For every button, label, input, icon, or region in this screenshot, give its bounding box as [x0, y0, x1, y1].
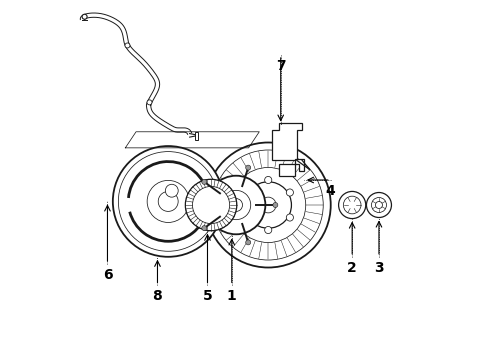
Circle shape	[245, 182, 292, 228]
Circle shape	[202, 226, 207, 231]
Circle shape	[221, 190, 251, 220]
Circle shape	[147, 100, 152, 105]
Text: 5: 5	[203, 289, 212, 303]
Circle shape	[230, 199, 243, 211]
Circle shape	[260, 197, 276, 213]
Text: 1: 1	[227, 289, 237, 303]
Text: 7: 7	[276, 59, 286, 73]
Circle shape	[165, 184, 178, 197]
Circle shape	[243, 214, 250, 221]
Text: 8: 8	[152, 289, 162, 303]
Circle shape	[273, 203, 278, 207]
Circle shape	[339, 192, 366, 219]
Circle shape	[207, 176, 266, 234]
Circle shape	[202, 179, 207, 184]
Circle shape	[367, 193, 392, 217]
Circle shape	[125, 43, 130, 48]
Circle shape	[113, 146, 223, 257]
Circle shape	[193, 186, 230, 224]
Circle shape	[245, 240, 251, 245]
Circle shape	[286, 214, 294, 221]
Text: 4: 4	[326, 184, 336, 198]
Text: 3: 3	[374, 261, 384, 275]
Polygon shape	[272, 123, 302, 160]
Text: 6: 6	[103, 268, 112, 282]
Circle shape	[82, 14, 87, 19]
Circle shape	[231, 167, 306, 243]
Circle shape	[265, 226, 272, 234]
Circle shape	[371, 198, 387, 212]
Polygon shape	[279, 158, 304, 176]
Circle shape	[185, 179, 237, 231]
Circle shape	[286, 189, 294, 196]
Circle shape	[245, 165, 251, 170]
Circle shape	[158, 192, 178, 211]
Circle shape	[375, 202, 383, 208]
Text: 2: 2	[347, 261, 357, 275]
Circle shape	[265, 176, 272, 184]
Circle shape	[206, 143, 331, 267]
Polygon shape	[195, 132, 198, 140]
Circle shape	[147, 180, 189, 222]
Circle shape	[243, 189, 250, 196]
